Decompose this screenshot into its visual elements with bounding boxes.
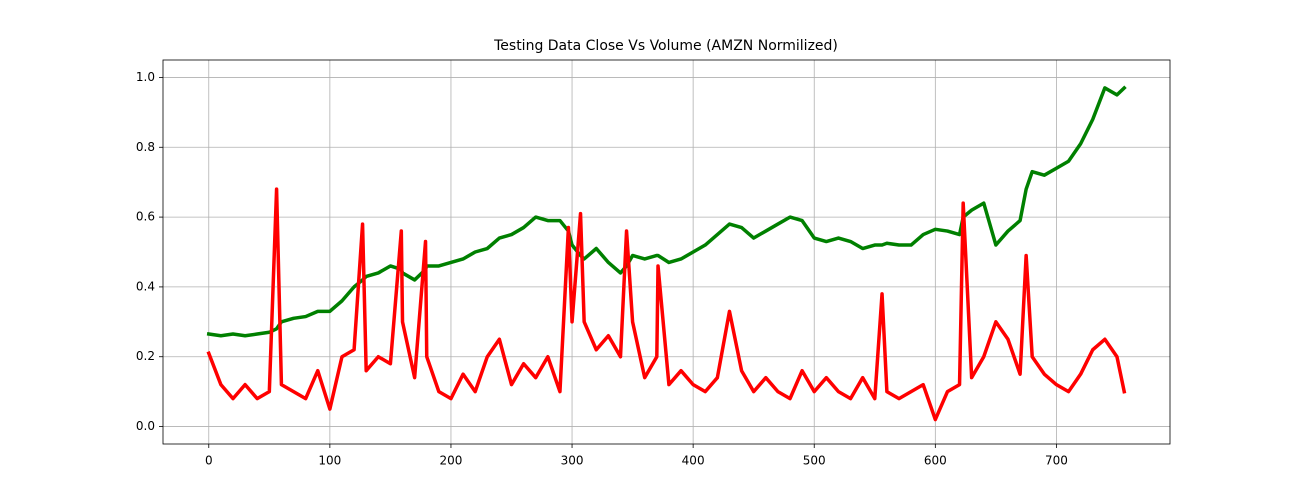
x-tick-label: 600	[924, 454, 947, 468]
y-tick-label: 0.8	[136, 140, 155, 154]
x-tick-label: 200	[440, 454, 463, 468]
x-tick-label: 300	[561, 454, 584, 468]
y-tick-label: 0.4	[136, 279, 155, 293]
x-tick-label: 0	[205, 454, 213, 468]
y-tick-label: 0.6	[136, 210, 155, 224]
y-tick-label: 0.2	[136, 349, 155, 363]
y-tick-label: 1.0	[136, 70, 155, 84]
chart-title: Testing Data Close Vs Volume (AMZN Normi…	[493, 38, 838, 54]
y-tick-label: 0.0	[136, 419, 155, 433]
x-tick-label: 400	[682, 454, 705, 468]
series-line	[206, 187, 1127, 422]
series-line	[206, 85, 1127, 338]
x-tick-label: 500	[803, 454, 826, 468]
x-tick-label: 100	[318, 454, 341, 468]
axes-frame	[162, 59, 1171, 445]
x-tick-label: 700	[1045, 454, 1068, 468]
